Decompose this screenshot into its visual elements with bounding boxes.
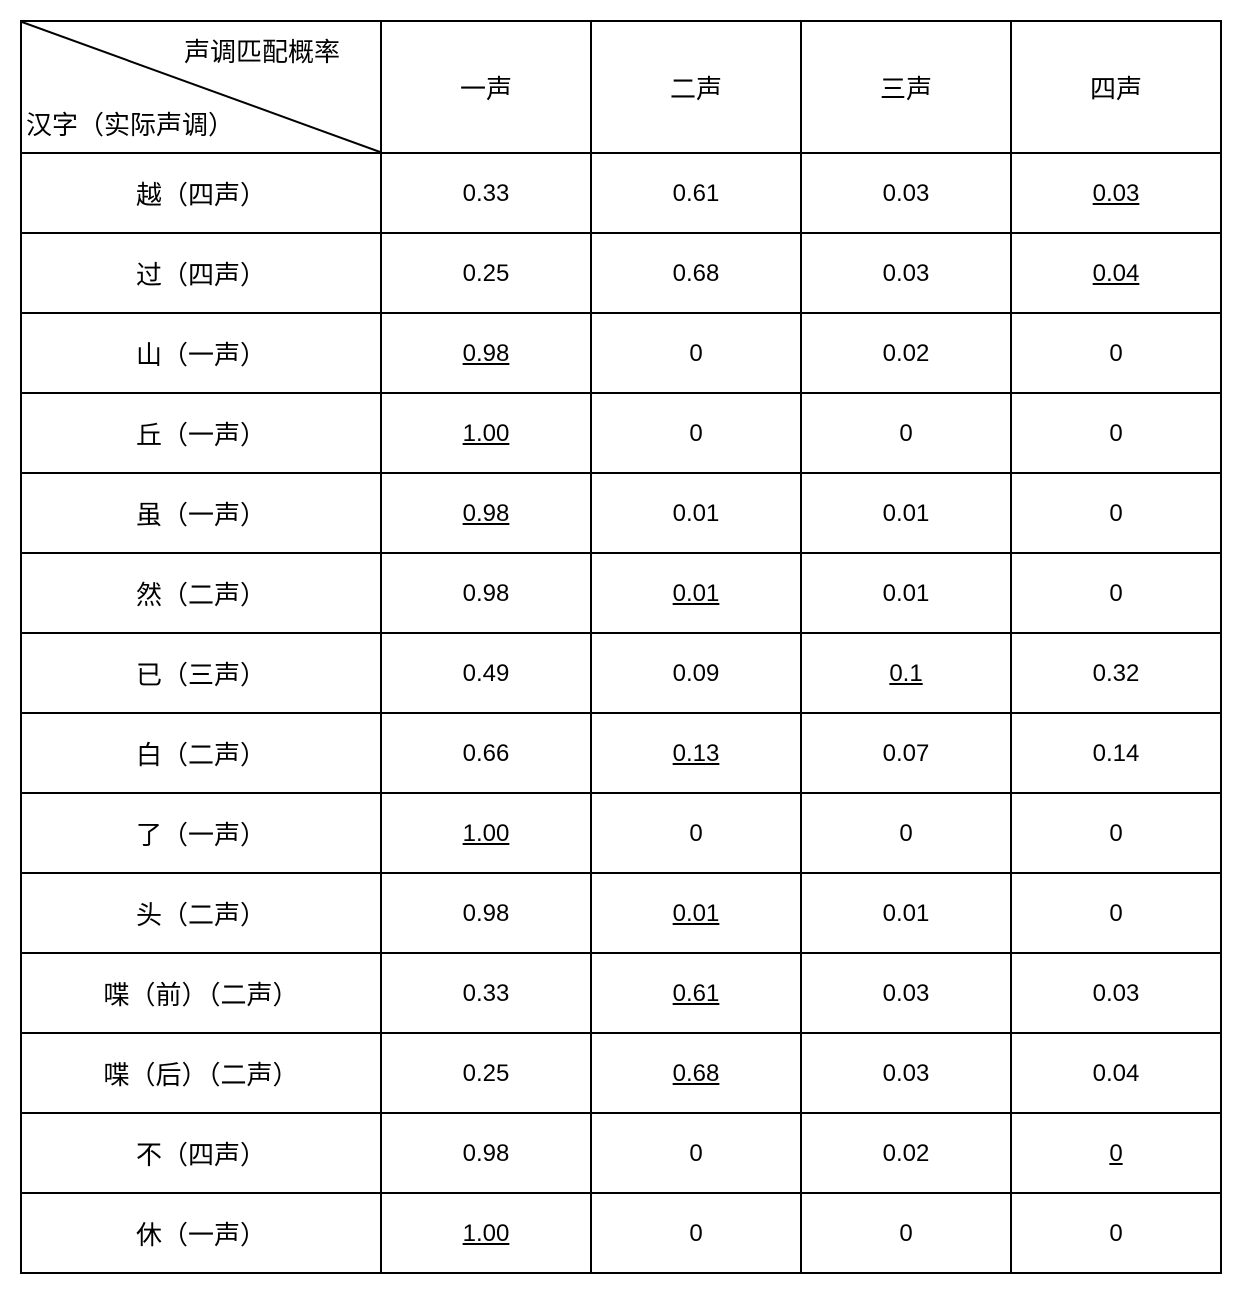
table-row: 越（四声）0.330.610.030.03	[21, 153, 1221, 233]
cell-value: 0.03	[1011, 953, 1221, 1033]
row-label: 丘（一声）	[21, 393, 381, 473]
cell-value: 0	[1011, 393, 1221, 473]
cell-value: 0.01	[591, 873, 801, 953]
cell-value: 0	[591, 793, 801, 873]
table-row: 喋（前）（二声）0.330.610.030.03	[21, 953, 1221, 1033]
cell-value: 0	[1011, 313, 1221, 393]
cell-value: 0.61	[591, 153, 801, 233]
cell-value: 0.33	[381, 153, 591, 233]
table-row: 已（三声）0.490.090.10.32	[21, 633, 1221, 713]
cell-value: 0.07	[801, 713, 1011, 793]
cell-value: 0.32	[1011, 633, 1221, 713]
row-label: 越（四声）	[21, 153, 381, 233]
table-row: 休（一声）1.00000	[21, 1193, 1221, 1273]
cell-value: 0.01	[801, 873, 1011, 953]
row-label: 了（一声）	[21, 793, 381, 873]
cell-value: 1.00	[381, 1193, 591, 1273]
table-row: 虽（一声）0.980.010.010	[21, 473, 1221, 553]
row-label: 白（二声）	[21, 713, 381, 793]
row-label: 喋（后）（二声）	[21, 1033, 381, 1113]
cell-value: 0.25	[381, 1033, 591, 1113]
cell-value: 0	[1011, 553, 1221, 633]
table-header-row: 声调匹配概率 汉字（实际声调） 一声 二声 三声 四声	[21, 21, 1221, 153]
table-row: 山（一声）0.9800.020	[21, 313, 1221, 393]
table-row: 不（四声）0.9800.020	[21, 1113, 1221, 1193]
cell-value: 0	[1011, 873, 1221, 953]
row-label: 山（一声）	[21, 313, 381, 393]
cell-value: 0	[1011, 1193, 1221, 1273]
row-label: 不（四声）	[21, 1113, 381, 1193]
cell-value: 0.98	[381, 873, 591, 953]
cell-value: 0.68	[591, 233, 801, 313]
cell-value: 0	[1011, 1113, 1221, 1193]
cell-value: 0.14	[1011, 713, 1221, 793]
cell-value: 0	[801, 1193, 1011, 1273]
diagonal-header-cell: 声调匹配概率 汉字（实际声调）	[21, 21, 381, 153]
cell-value: 0.66	[381, 713, 591, 793]
cell-value: 0.98	[381, 473, 591, 553]
cell-value: 0.61	[591, 953, 801, 1033]
cell-value: 0.33	[381, 953, 591, 1033]
cell-value: 0.04	[1011, 1033, 1221, 1113]
cell-value: 0.02	[801, 1113, 1011, 1193]
cell-value: 0.01	[801, 473, 1011, 553]
col-header-tone4: 四声	[1011, 21, 1221, 153]
cell-value: 1.00	[381, 793, 591, 873]
header-top-label: 声调匹配概率	[184, 32, 340, 69]
cell-value: 0	[591, 1193, 801, 1273]
col-header-tone1: 一声	[381, 21, 591, 153]
cell-value: 0.49	[381, 633, 591, 713]
header-bottom-label: 汉字（实际声调）	[26, 105, 234, 142]
cell-value: 0.98	[381, 313, 591, 393]
cell-value: 0	[591, 1113, 801, 1193]
row-label: 休（一声）	[21, 1193, 381, 1273]
row-label: 已（三声）	[21, 633, 381, 713]
cell-value: 0.98	[381, 1113, 591, 1193]
col-header-tone2: 二声	[591, 21, 801, 153]
table-row: 喋（后）（二声）0.250.680.030.04	[21, 1033, 1221, 1113]
table-row: 头（二声）0.980.010.010	[21, 873, 1221, 953]
table-row: 过（四声）0.250.680.030.04	[21, 233, 1221, 313]
cell-value: 1.00	[381, 393, 591, 473]
row-label: 然（二声）	[21, 553, 381, 633]
col-header-tone3: 三声	[801, 21, 1011, 153]
table-row: 然（二声）0.980.010.010	[21, 553, 1221, 633]
cell-value: 0.98	[381, 553, 591, 633]
cell-value: 0.13	[591, 713, 801, 793]
table-row: 丘（一声）1.00000	[21, 393, 1221, 473]
row-label: 喋（前）（二声）	[21, 953, 381, 1033]
cell-value: 0.25	[381, 233, 591, 313]
cell-value: 0.04	[1011, 233, 1221, 313]
cell-value: 0	[591, 393, 801, 473]
cell-value: 0.1	[801, 633, 1011, 713]
row-label: 过（四声）	[21, 233, 381, 313]
cell-value: 0.03	[1011, 153, 1221, 233]
cell-value: 0.01	[591, 473, 801, 553]
cell-value: 0.02	[801, 313, 1011, 393]
cell-value: 0.03	[801, 153, 1011, 233]
cell-value: 0.01	[801, 553, 1011, 633]
cell-value: 0.09	[591, 633, 801, 713]
cell-value: 0.68	[591, 1033, 801, 1113]
table-row: 白（二声）0.660.130.070.14	[21, 713, 1221, 793]
cell-value: 0	[591, 313, 801, 393]
cell-value: 0.01	[591, 553, 801, 633]
cell-value: 0.03	[801, 953, 1011, 1033]
cell-value: 0	[1011, 473, 1221, 553]
cell-value: 0	[1011, 793, 1221, 873]
cell-value: 0.03	[801, 1033, 1011, 1113]
cell-value: 0.03	[801, 233, 1011, 313]
row-label: 头（二声）	[21, 873, 381, 953]
table-row: 了（一声）1.00000	[21, 793, 1221, 873]
cell-value: 0	[801, 793, 1011, 873]
cell-value: 0	[801, 393, 1011, 473]
row-label: 虽（一声）	[21, 473, 381, 553]
tone-probability-table: 声调匹配概率 汉字（实际声调） 一声 二声 三声 四声 越（四声）0.330.6…	[20, 20, 1222, 1274]
